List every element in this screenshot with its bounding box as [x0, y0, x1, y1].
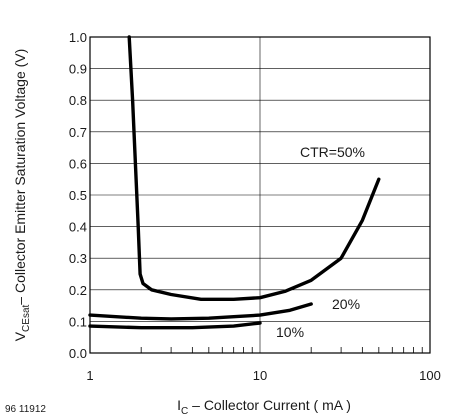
- y-axis-label-rest: – Collector Emitter Saturation Voltage (…: [12, 49, 28, 305]
- x-minor-ticks: [140, 347, 423, 353]
- y-tick-label: 0.2: [69, 283, 87, 298]
- figure-id: 96 11912: [5, 404, 46, 415]
- y-tick-label: 1.0: [69, 30, 87, 45]
- annotation-ctr-10: 10%: [276, 324, 304, 340]
- y-tick-label: 0.3: [69, 251, 87, 266]
- annotation-ctr-50: CTR=50%: [300, 144, 365, 160]
- plot-frame: [89, 36, 431, 354]
- x-tick-labels: 1 10 100: [86, 368, 440, 383]
- y-tick-labels: 0.0 0.1 0.2 0.3 0.4 0.5 0.6 0.7 0.8 0.9 1.0: [69, 30, 87, 361]
- annotation-ctr-20: 20%: [332, 296, 360, 312]
- y-axis-label-sub: CEsat: [21, 305, 32, 332]
- y-tick-label: 0.9: [69, 62, 87, 77]
- series-line-1: [88, 302, 313, 321]
- x-axis-label-rest: – Collector Current ( mA ): [188, 397, 351, 413]
- x-axis-label-main: I: [177, 397, 181, 413]
- y-tick-label: 0.8: [69, 93, 87, 108]
- y-tick-label: 0.4: [69, 220, 87, 235]
- y-tick-label: 0.6: [69, 156, 87, 171]
- y-tick-label: 0.7: [69, 125, 87, 140]
- series-line-0: [127, 35, 381, 301]
- x-tick-label: 100: [419, 368, 441, 383]
- series-group: [88, 35, 381, 330]
- y-tick-label: 0.1: [69, 314, 87, 329]
- x-tick-label: 10: [253, 368, 267, 383]
- y-tick-label: 0.0: [69, 346, 87, 361]
- series-line-2: [88, 321, 262, 330]
- y-tick-label: 0.5: [69, 188, 87, 203]
- x-axis-label-sub: C: [181, 406, 188, 416]
- x-tick-label: 1: [86, 368, 93, 383]
- y-axis-label: VCEsat– Collector Emitter Saturation Vol…: [12, 49, 32, 342]
- y-axis-label-main: V: [12, 331, 28, 341]
- grid: [90, 37, 430, 353]
- x-axis-label: IC – Collector Current ( mA ): [177, 397, 351, 416]
